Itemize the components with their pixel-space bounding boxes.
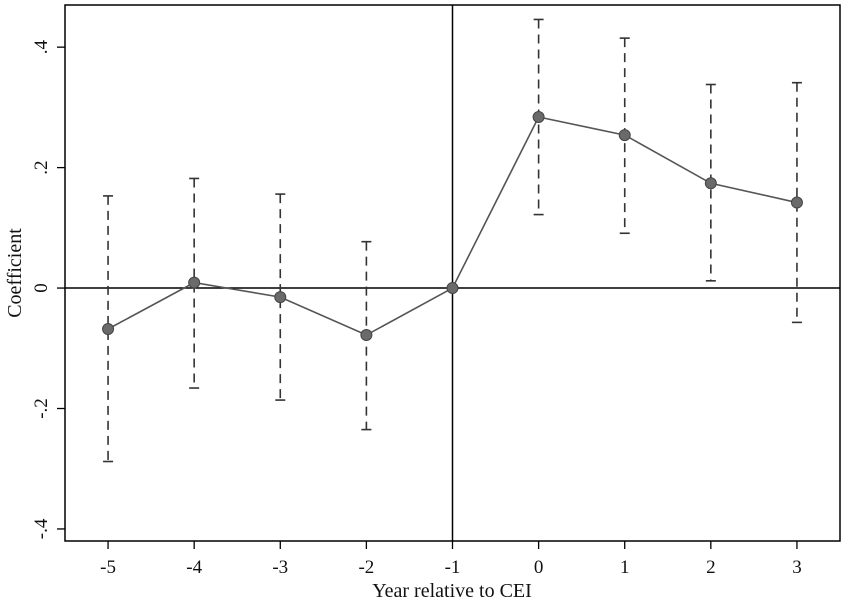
data-point: [532, 111, 545, 124]
data-point: [618, 129, 631, 142]
x-tick-label: -5: [100, 557, 116, 578]
y-tick-label: 0: [31, 283, 52, 293]
y-tick-label: -.4: [31, 518, 52, 539]
reference-lines: [65, 5, 840, 541]
y-axis-title: Coefficient: [4, 228, 26, 318]
data-point: [360, 329, 373, 342]
x-tick-label: 0: [534, 557, 544, 578]
x-axis-title: Year relative to CEI: [372, 580, 532, 602]
y-tick-label: .2: [31, 160, 52, 174]
y-tick-label: .4: [31, 40, 52, 55]
data-point: [790, 196, 803, 209]
data-point: [274, 291, 287, 304]
data-point: [188, 276, 201, 289]
x-tick-label: -1: [445, 557, 461, 578]
data-point: [102, 323, 115, 336]
x-tick-label: -4: [186, 557, 202, 578]
y-tick-label: -.2: [31, 398, 52, 419]
x-tick-label: -2: [358, 557, 374, 578]
y-axis: -.4 -.2 0 .2 .4: [31, 40, 65, 539]
data-points: [102, 111, 803, 342]
data-point: [446, 282, 459, 295]
x-axis: -5 -4 -3 -2 -1 0 1 2 3: [100, 541, 802, 578]
x-tick-label: -3: [272, 557, 288, 578]
x-tick-label: 3: [792, 557, 802, 578]
x-tick-label: 1: [620, 557, 630, 578]
x-tick-label: 2: [706, 557, 716, 578]
data-point: [704, 177, 717, 190]
